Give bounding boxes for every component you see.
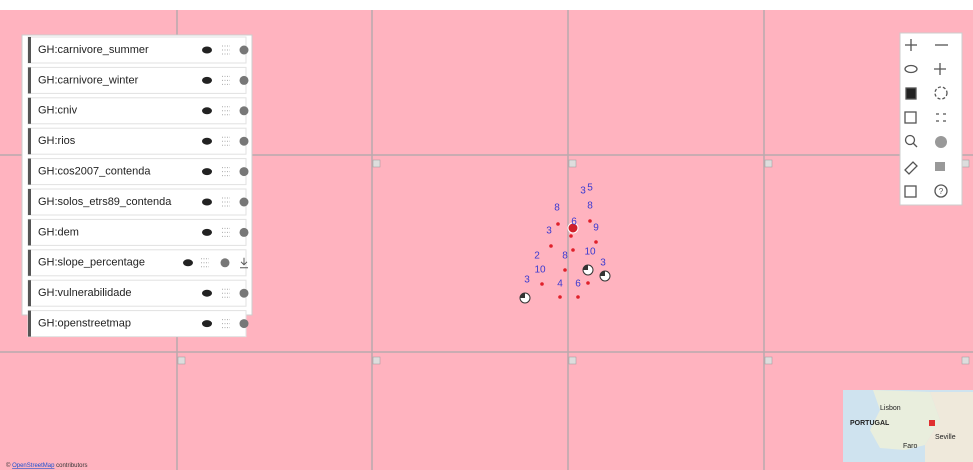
layer-name: GH:vulnerabilidade bbox=[38, 287, 132, 299]
layer-name: GH:cniv bbox=[38, 105, 78, 117]
minimap-marker bbox=[929, 420, 935, 426]
eye-icon bbox=[202, 320, 212, 327]
attribution-text: contributors bbox=[56, 463, 87, 469]
feature-point bbox=[558, 295, 562, 299]
cluster-label: 3 bbox=[580, 186, 586, 197]
feature-point bbox=[563, 268, 567, 272]
globe-icon bbox=[240, 46, 249, 55]
attribution-text: © bbox=[6, 462, 11, 469]
cluster-label: 3 bbox=[600, 258, 606, 269]
cluster-label: 6 bbox=[575, 279, 581, 290]
map-view: ? 35883692810103346GH:carnivore_summerGH… bbox=[0, 0, 973, 470]
globe-icon bbox=[240, 319, 249, 328]
layer-row-marker bbox=[28, 250, 31, 276]
layer-row-marker bbox=[28, 311, 31, 337]
globe-icon bbox=[240, 137, 249, 146]
eye-icon bbox=[202, 138, 212, 145]
layer-name: GH:openstreetmap bbox=[38, 318, 131, 330]
cluster-label: 8 bbox=[554, 203, 560, 214]
layer-name: GH:slope_percentage bbox=[38, 257, 145, 269]
cluster-label: 10 bbox=[534, 265, 546, 276]
feature-point bbox=[549, 244, 553, 248]
layer-row-marker bbox=[28, 128, 31, 154]
cluster-label: 3 bbox=[524, 275, 530, 286]
cluster-label: 9 bbox=[593, 223, 599, 234]
globe-icon bbox=[240, 228, 249, 237]
layer-row-marker bbox=[28, 219, 31, 245]
feature-point bbox=[571, 248, 575, 252]
cluster-label: 4 bbox=[557, 279, 563, 290]
layer-row-marker bbox=[28, 67, 31, 93]
minimap-label: Faro bbox=[903, 443, 918, 450]
layer-row-marker bbox=[28, 159, 31, 185]
cluster-label: 5 bbox=[587, 183, 593, 194]
attribution: © OpenStreetMap contributors bbox=[6, 462, 87, 469]
minimap-label: Seville bbox=[935, 434, 956, 441]
globe-icon bbox=[240, 76, 249, 85]
eye-icon bbox=[202, 168, 212, 175]
globe-icon bbox=[240, 198, 249, 207]
layer-row-marker bbox=[28, 37, 31, 63]
layer-row-marker bbox=[28, 280, 31, 306]
cluster-label: 8 bbox=[587, 201, 593, 212]
feature-point bbox=[576, 295, 580, 299]
eye-icon bbox=[202, 290, 212, 297]
feature-point bbox=[556, 222, 560, 226]
cluster-label: 2 bbox=[534, 251, 540, 262]
cluster-label: 10 bbox=[584, 247, 596, 258]
eye-icon bbox=[202, 229, 212, 236]
eye-icon bbox=[202, 77, 212, 84]
globe-icon bbox=[240, 167, 249, 176]
layer-name: GH:dem bbox=[38, 226, 79, 238]
eye-icon bbox=[202, 47, 212, 54]
cluster-label: 6 bbox=[571, 217, 577, 228]
map-app: ? 35883692810103346GH:carnivore_summerGH… bbox=[0, 0, 973, 470]
cluster-label: 8 bbox=[562, 251, 568, 262]
eye-icon bbox=[183, 259, 193, 266]
feature-point bbox=[540, 282, 544, 286]
eye-icon bbox=[202, 107, 212, 114]
minimap-label: PORTUGAL bbox=[850, 420, 890, 427]
feature-point bbox=[588, 219, 592, 223]
globe-icon bbox=[240, 289, 249, 298]
layer-name: GH:carnivore_summer bbox=[38, 44, 149, 56]
attribution-link[interactable]: OpenStreetMap bbox=[12, 463, 55, 469]
layer-row-marker bbox=[28, 98, 31, 124]
minimap-label: Lisbon bbox=[880, 405, 901, 412]
layer-name: GH:cos2007_contenda bbox=[38, 166, 151, 178]
toolbar bbox=[900, 33, 962, 205]
cluster-label: 3 bbox=[546, 226, 552, 237]
globe-icon bbox=[221, 258, 230, 267]
help-icon[interactable]: ? bbox=[939, 187, 944, 196]
layer-name: GH:carnivore_winter bbox=[38, 74, 139, 86]
layer-name: GH:solos_etrs89_contenda bbox=[38, 196, 172, 208]
layer-name: GH:rios bbox=[38, 135, 76, 147]
feature-point bbox=[586, 281, 590, 285]
feature-point bbox=[594, 240, 598, 244]
feature-point bbox=[569, 234, 573, 238]
globe-icon bbox=[240, 106, 249, 115]
eye-icon bbox=[202, 199, 212, 206]
layer-row-marker bbox=[28, 189, 31, 215]
